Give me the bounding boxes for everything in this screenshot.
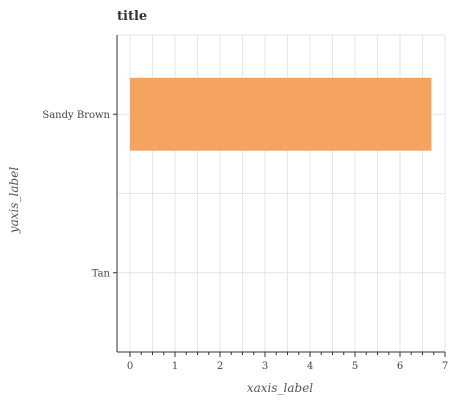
bars <box>130 77 432 151</box>
x-tick-label: 3 <box>262 361 268 372</box>
axes: Sandy Brown Tan 0 1 2 3 4 5 6 7 <box>42 35 448 372</box>
x-tick-label: 4 <box>307 361 313 372</box>
bar-sandy-brown <box>130 77 432 151</box>
x-axis-label: xaxis_label <box>247 381 313 395</box>
y-axis-label: yaxis_label <box>7 167 21 234</box>
chart-title: title <box>117 9 147 24</box>
y-tick-label: Tan <box>92 268 111 279</box>
y-tick-label: Sandy Brown <box>42 110 110 121</box>
x-tick-label: 0 <box>127 361 133 372</box>
x-tick-label: 5 <box>352 361 358 372</box>
x-tick-label: 2 <box>217 361 223 372</box>
x-tick-label: 6 <box>397 361 403 372</box>
x-tick-label: 1 <box>172 361 178 372</box>
x-tick-label: 7 <box>442 361 448 372</box>
